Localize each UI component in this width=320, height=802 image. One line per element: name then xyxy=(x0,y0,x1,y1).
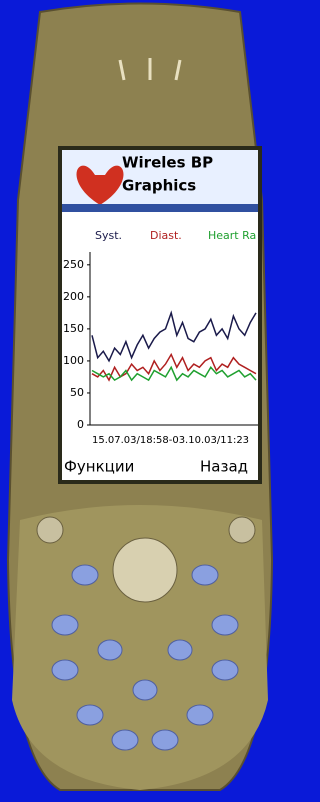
legend-entry: Heart Ra xyxy=(208,229,256,242)
call-key[interactable] xyxy=(37,517,63,543)
y-tick-label: 150 xyxy=(63,322,84,335)
x-axis-label: 15.07.03/18:58-03.10.03/11:23 xyxy=(92,435,249,446)
softkey-left[interactable]: Функции xyxy=(64,458,134,476)
softkey-right[interactable]: Назад xyxy=(200,458,248,476)
title-line: Graphics xyxy=(122,177,196,195)
y-tick-label: 200 xyxy=(63,290,84,303)
y-tick-label: 250 xyxy=(63,258,84,271)
y-tick-label: 100 xyxy=(63,354,84,367)
legend-entry: Syst. xyxy=(95,229,122,242)
y-tick-label: 50 xyxy=(70,386,84,399)
nav-key[interactable] xyxy=(113,538,177,602)
end-key[interactable] xyxy=(229,517,255,543)
header-bar xyxy=(62,204,258,212)
y-tick-label: 0 xyxy=(77,418,84,431)
title-line: Wireles BP xyxy=(122,154,213,172)
legend-entry: Diast. xyxy=(150,229,182,242)
phone-screenshot: Wireles BP Graphics 15.07.03/18:58-03.10… xyxy=(0,0,275,802)
